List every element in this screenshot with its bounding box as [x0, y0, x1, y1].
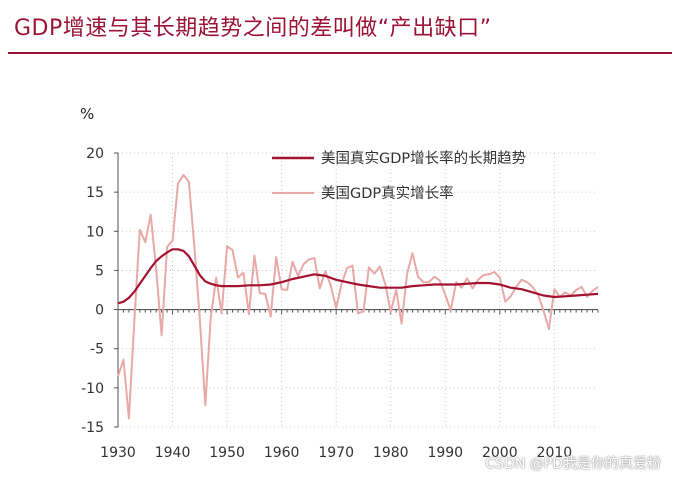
x-tick-label: 1970	[318, 445, 354, 461]
y-tick-label: 5	[95, 263, 104, 279]
x-tick-label: 1990	[427, 445, 463, 461]
x-tick-label: 2010	[537, 445, 573, 461]
y-tick-label: 10	[86, 224, 104, 240]
y-tick-label: 15	[86, 185, 104, 201]
grid-layer	[118, 152, 598, 428]
y-tick-label: -5	[90, 342, 104, 358]
y-tick-label: 20	[86, 146, 104, 162]
title-divider	[8, 52, 672, 54]
x-tick-label: 1960	[264, 445, 300, 461]
legend-label-actual: 美国GDP真实增长率	[321, 184, 454, 202]
legend-label-trend: 美国真实GDP增长率的长期趋势	[321, 149, 526, 167]
x-tick-label: 1940	[155, 445, 191, 461]
y-tick-label: -15	[81, 420, 104, 436]
x-tick-label: 2000	[482, 445, 518, 461]
series-line-trend	[117, 248, 599, 305]
series-line-actual	[117, 173, 599, 420]
page-title: GDP增速与其长期趋势之间的差叫做“产出缺口”	[14, 16, 492, 41]
x-tick-label: 1930	[100, 445, 136, 461]
y-axis-label: %	[80, 105, 94, 123]
x-tick-label: 1950	[209, 445, 245, 461]
y-tick-label: -10	[81, 381, 104, 397]
axis-layer: 20 15 10 5 0 -5 -10 -15% 1930 1940 1950 1960 1970 198…	[80, 105, 599, 461]
y-tick-label: 0	[95, 303, 104, 319]
watermark: CSDN @PD我是你的真爱粉	[485, 456, 661, 472]
x-tick-label: 1980	[373, 445, 409, 461]
series-layer	[117, 173, 599, 420]
